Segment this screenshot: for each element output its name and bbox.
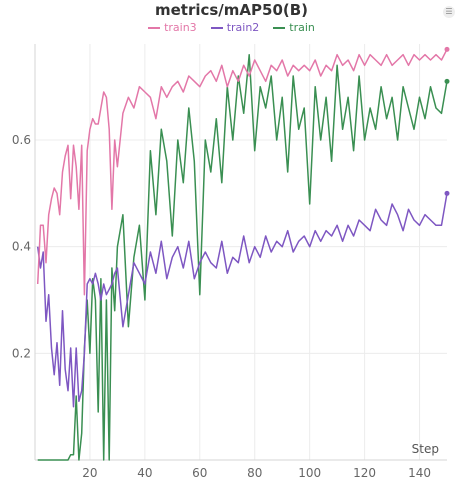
series-line-train3[interactable] [36,48,448,296]
legend-label-train3: train3 [164,21,197,34]
series-layer [36,46,450,461]
legend-item-train[interactable]: train [273,21,315,35]
legend: train3 train2 train [0,21,463,35]
series-endpoint-train [444,78,450,84]
legend-label-train: train [289,21,315,34]
legend-item-train2[interactable]: train2 [210,21,260,35]
series-endpoint-train2 [444,190,450,196]
y-tick-label: 0.4 [12,240,31,254]
series-endpoint-train3 [444,46,450,52]
x-tick-label: 20 [82,466,97,480]
x-tick-label: 100 [298,466,321,480]
legend-swatch-train2 [210,27,223,29]
legend-swatch-train3 [148,27,161,29]
y-tick-label: 0.2 [12,346,31,360]
series-line-train2[interactable] [36,193,448,408]
x-tick-label: 80 [247,466,262,480]
chart-title: metrics/mAP50(B) [154,1,309,19]
x-axis-label: Step [412,442,439,456]
series-line-train[interactable] [37,53,448,461]
legend-swatch-train [273,27,286,29]
legend-label-train2: train2 [226,21,260,34]
y-tick-label: 0.6 [12,133,31,147]
x-tick-label: 60 [192,466,207,480]
x-tick-label: 140 [408,466,431,480]
tick-labels: 0.2 0.4 0.6 20 40 60 80 100 120 140 [12,133,431,480]
chart-menu-icon[interactable]: ☰ [443,6,455,18]
x-tick-label: 40 [137,466,152,480]
legend-item-train3[interactable]: train3 [148,21,197,35]
x-tick-label: 120 [353,466,376,480]
